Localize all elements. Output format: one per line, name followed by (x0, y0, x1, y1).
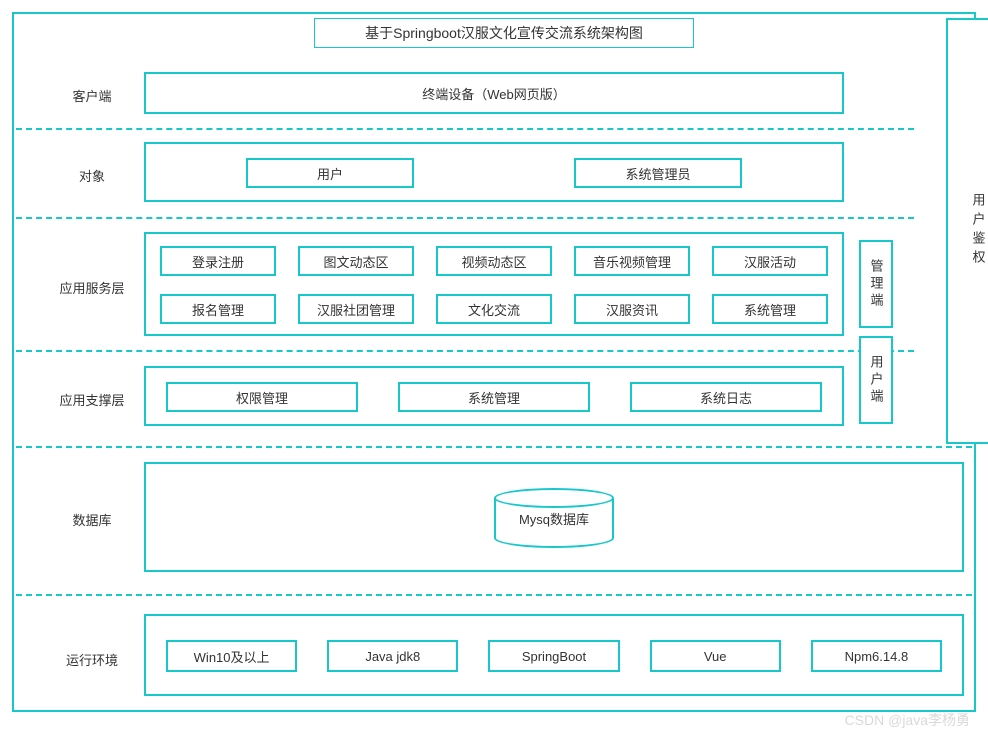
client-box: 终端设备（Web网页版） (144, 72, 844, 114)
service-container: 登录注册 图文动态区 视频动态区 音乐视频管理 汉服活动 报名管理 汉服社团管理… (144, 232, 844, 336)
watermark: CSDN @java李杨勇 (845, 710, 970, 730)
service-signup: 报名管理 (160, 294, 276, 324)
divider-4 (16, 446, 972, 448)
runtime-container: Win10及以上 Java jdk8 SpringBoot Vue Npm6.1… (144, 614, 964, 696)
diagram-title: 基于Springboot汉服文化宣传交流系统架构图 (314, 18, 694, 48)
divider-3 (16, 350, 914, 352)
service-music-video: 音乐视频管理 (574, 246, 690, 276)
service-news: 汉服资讯 (574, 294, 690, 324)
service-culture: 文化交流 (436, 294, 552, 324)
service-activity: 汉服活动 (712, 246, 828, 276)
side-auth-box: 用户鉴权 (946, 18, 988, 444)
database-container: Mysq数据库 (144, 462, 964, 572)
runtime-win10: Win10及以上 (166, 640, 297, 672)
outer-frame: 基于Springboot汉服文化宣传交流系统架构图 客户端 终端设备（Web网页… (12, 12, 976, 712)
divider-5 (16, 594, 972, 596)
layer-label-object: 对象 (42, 166, 142, 185)
layer-label-database: 数据库 (42, 510, 142, 529)
support-container: 权限管理 系统管理 系统日志 (144, 366, 844, 426)
side-mgmt-label: 管理端 (867, 259, 886, 310)
runtime-npm: Npm6.14.8 (811, 640, 942, 672)
client-box-text: 终端设备（Web网页版） (422, 84, 566, 103)
layer-label-client: 客户端 (42, 86, 142, 105)
database-cylinder-label: Mysq数据库 (519, 509, 589, 528)
layer-label-support: 应用支撑层 (42, 390, 142, 409)
runtime-springboot: SpringBoot (488, 640, 619, 672)
layer-label-runtime: 运行环境 (42, 650, 142, 669)
runtime-vue: Vue (650, 640, 781, 672)
side-user-box: 用户端 (859, 336, 893, 424)
service-sysmgmt: 系统管理 (712, 294, 828, 324)
layer-label-service: 应用服务层 (42, 278, 142, 297)
side-auth-label: 用户鉴权 (969, 193, 988, 269)
support-sys: 系统管理 (398, 382, 590, 412)
database-cylinder: Mysq数据库 (494, 488, 614, 548)
support-log: 系统日志 (630, 382, 822, 412)
diagram-title-text: 基于Springboot汉服文化宣传交流系统架构图 (365, 23, 643, 43)
object-container: 用户 系统管理员 (144, 142, 844, 202)
divider-1 (16, 128, 914, 130)
object-item-user: 用户 (246, 158, 414, 188)
service-image-feed: 图文动态区 (298, 246, 414, 276)
side-user-label: 用户端 (867, 355, 886, 406)
service-video-feed: 视频动态区 (436, 246, 552, 276)
runtime-jdk: Java jdk8 (327, 640, 458, 672)
service-club: 汉服社团管理 (298, 294, 414, 324)
service-login: 登录注册 (160, 246, 276, 276)
divider-2 (16, 217, 914, 219)
support-auth: 权限管理 (166, 382, 358, 412)
object-item-admin: 系统管理员 (574, 158, 742, 188)
side-mgmt-box: 管理端 (859, 240, 893, 328)
